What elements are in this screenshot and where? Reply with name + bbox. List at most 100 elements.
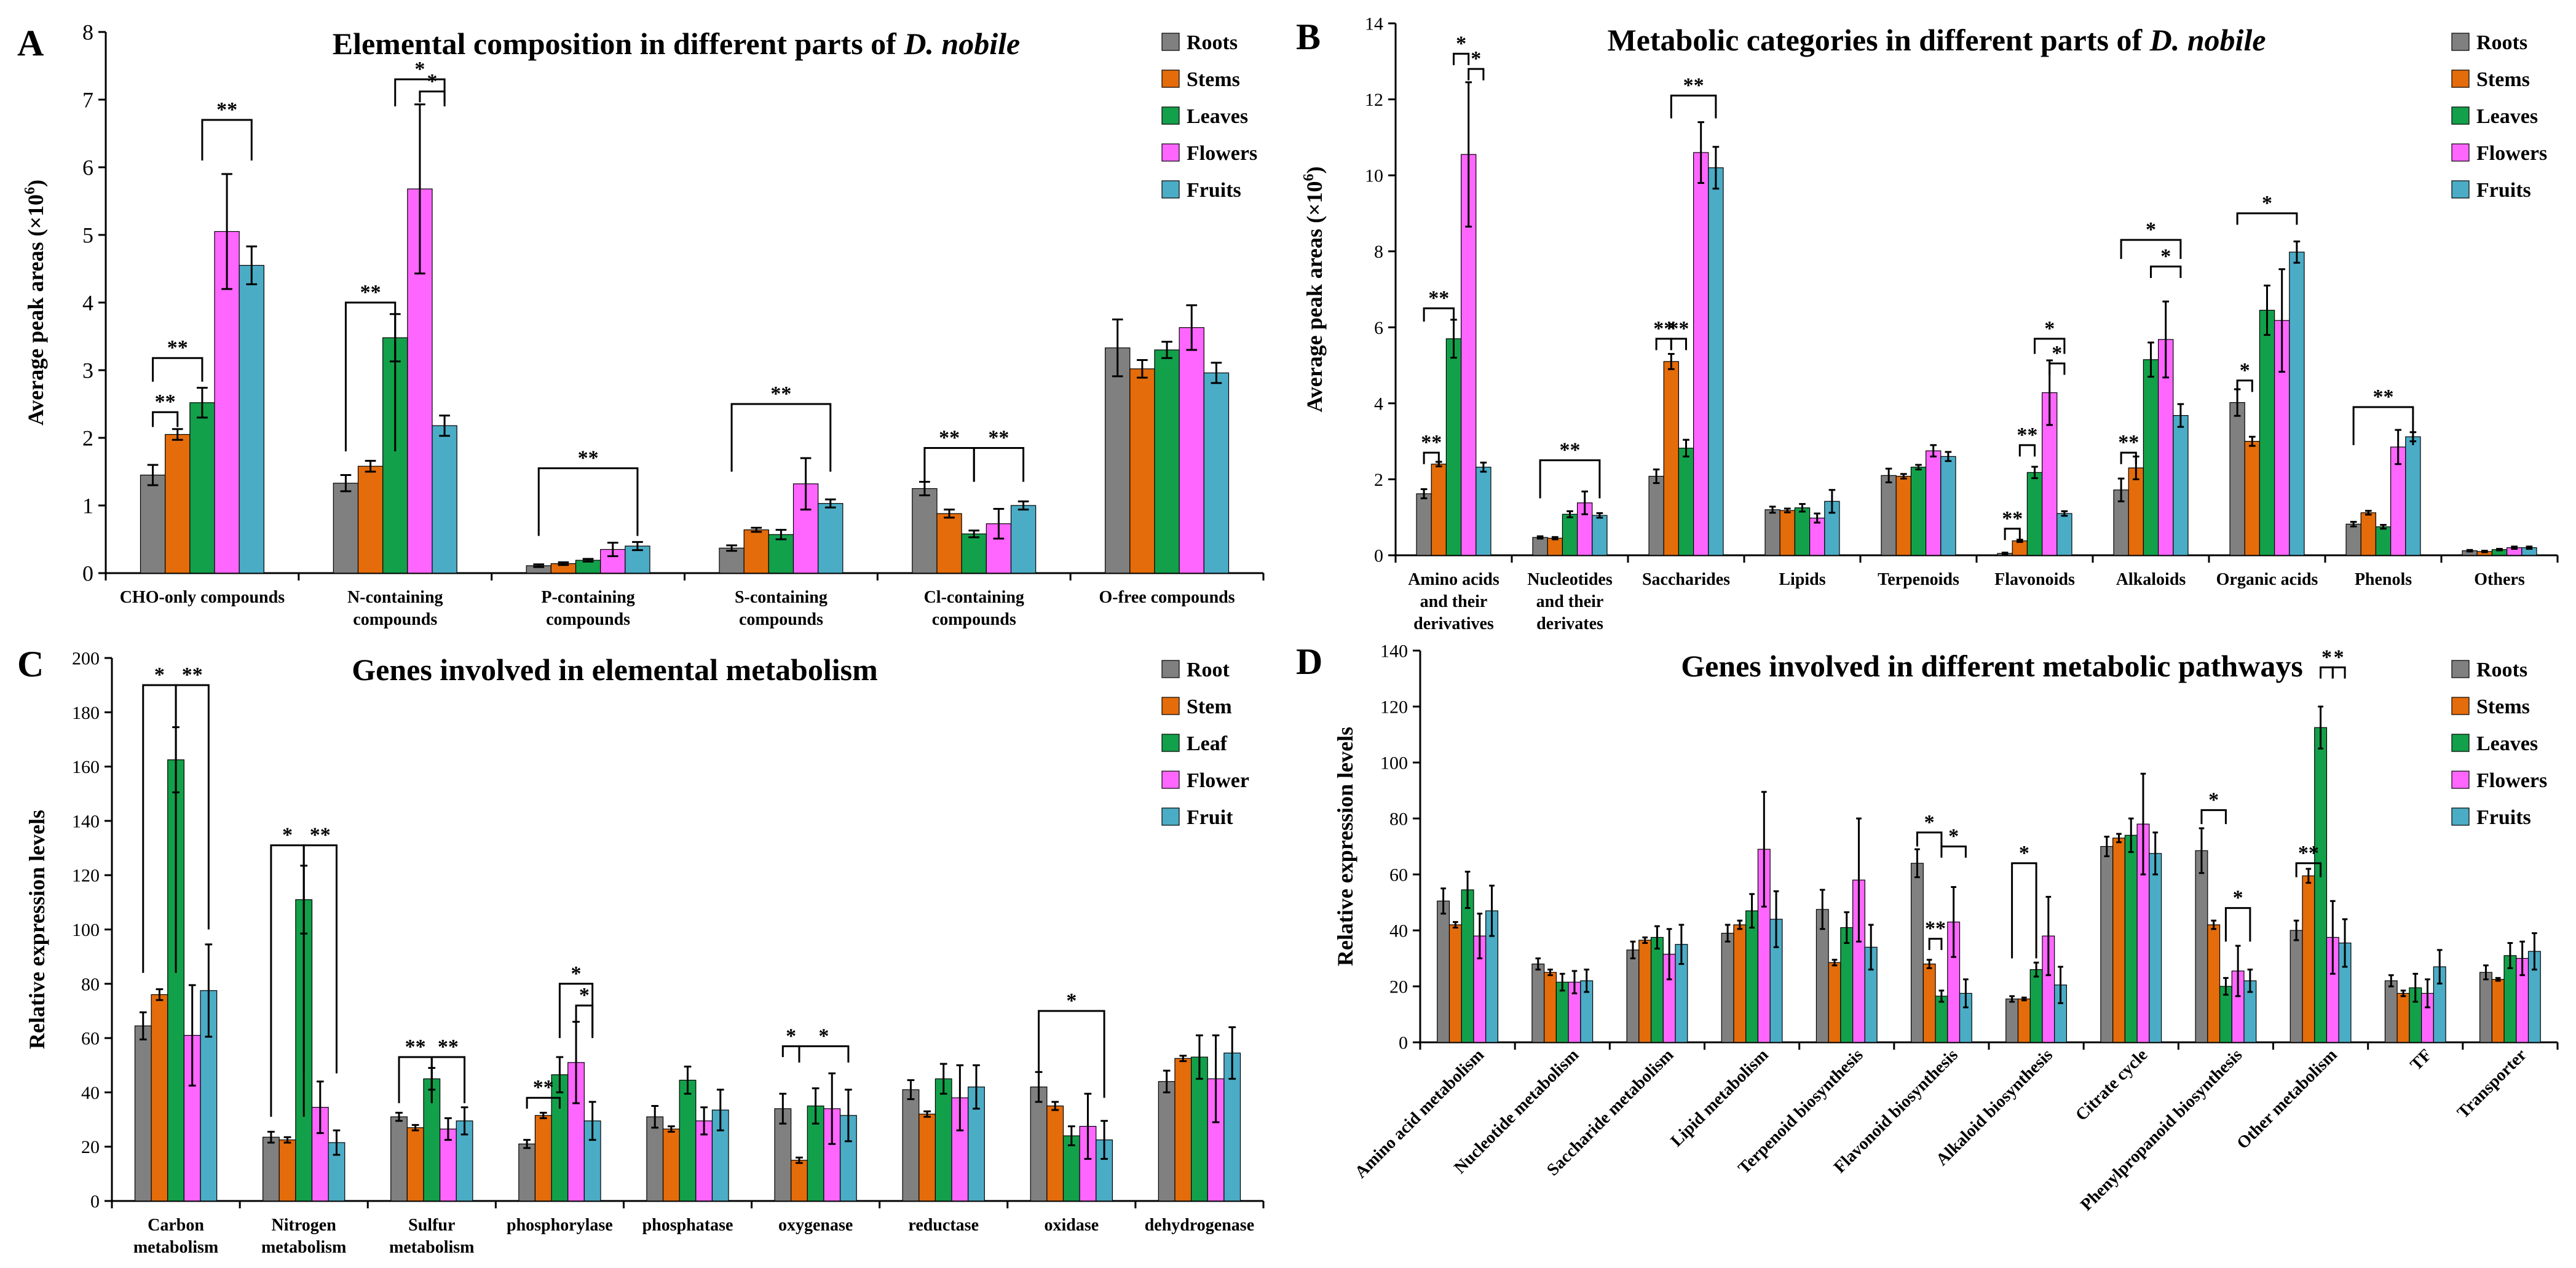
bar-stem: [919, 1114, 936, 1202]
bar-roots: [912, 488, 938, 574]
y-axis-label: Relative expression levels: [25, 810, 49, 1049]
bar-stems: [1431, 464, 1447, 556]
x-tick-label: Others: [2474, 570, 2525, 589]
x-tick-label: Lipids: [1779, 570, 1825, 589]
bar-stem: [1174, 1058, 1192, 1202]
significance-bracket: [2150, 265, 2182, 278]
x-tick-label: Amino acids: [1408, 570, 1499, 589]
legend-label-stems: Stems: [2476, 695, 2530, 718]
significance-bracket: [152, 357, 203, 382]
bar-roots: [2345, 523, 2361, 556]
significance-label: *: [1456, 32, 1466, 55]
bar-stems: [1895, 475, 1912, 556]
bar-leaves: [1935, 996, 1948, 1043]
significance-label: *: [427, 70, 438, 93]
y-tick-label: 140: [72, 811, 100, 831]
significance-bracket: [923, 447, 975, 482]
bar-roots: [2290, 930, 2303, 1043]
significance-bracket: [537, 467, 639, 536]
bar-flowers: [1925, 450, 1942, 556]
legend-label-flowers: Flowers: [2476, 142, 2547, 165]
significance-bracket: [730, 403, 832, 472]
bar-leaf: [934, 1078, 952, 1202]
x-tick-label: Nitrogen: [272, 1216, 337, 1235]
x-tick-label: compounds: [546, 610, 630, 629]
significance-label: **: [1668, 317, 1689, 340]
legend-label-leaves: Leaves: [2476, 732, 2538, 755]
significance-bracket: [973, 447, 1025, 482]
bar-flowers: [2390, 446, 2406, 556]
significance-bracket: [1453, 52, 1470, 65]
legend-swatch-leaf: [1161, 734, 1180, 752]
bar-stems: [2244, 441, 2261, 556]
legend-label-root: Root: [1187, 659, 1230, 681]
x-tick-label: N-containing: [347, 588, 443, 607]
legend-label-roots: Roots: [1187, 31, 1238, 54]
significance-label: *: [414, 58, 425, 81]
bar-roots: [333, 483, 359, 574]
significance-bracket: [2018, 444, 2036, 457]
significance-label: *: [571, 962, 582, 985]
legend-swatch-stems: [2451, 697, 2470, 715]
significance-bracket: [2120, 451, 2137, 464]
y-tick-label: 6: [1374, 318, 1383, 338]
bar-fruits: [818, 503, 844, 574]
bar-leaves: [961, 533, 987, 574]
bar-roots: [1531, 963, 1545, 1043]
significance-label: **: [2017, 424, 2037, 446]
x-tick-label: Sulfur: [408, 1216, 455, 1235]
y-tick-label: 3: [82, 359, 93, 383]
bar-leaf: [551, 1074, 569, 1202]
bar-roots: [1105, 347, 1131, 574]
y-tick-label: 8: [82, 20, 93, 45]
bar-stems: [357, 466, 384, 574]
y-tick-label: 80: [1389, 809, 1408, 830]
significance-bracket: [575, 1004, 594, 1036]
legend-label-stem: Stem: [1187, 695, 1232, 718]
legend-label-fruits: Fruits: [1187, 179, 1241, 202]
x-tick-label: derivatives: [1413, 614, 1494, 633]
y-tick-label: 0: [82, 561, 93, 586]
significance-label: **: [2373, 386, 2394, 408]
y-tick-label: 20: [81, 1137, 100, 1157]
legend-swatch-stems: [2451, 69, 2470, 88]
x-tick-label: dehydrogenase: [1145, 1216, 1254, 1235]
x-tick-label: Cl-containing: [924, 588, 1024, 607]
panel-b: B Metabolic categories in different parts…: [1296, 14, 2559, 633]
significance-label: **: [939, 427, 960, 450]
legend-swatch-stem: [1161, 697, 1180, 715]
x-tick-label: Other metabolism: [2234, 1045, 2341, 1153]
bar-stem: [1046, 1105, 1064, 1202]
y-axis-label: Average peak areas (×106): [1301, 166, 1327, 412]
panel-label-d: D: [1296, 641, 1322, 682]
significance-label: *: [2044, 317, 2055, 340]
significance-label: **: [533, 1076, 554, 1099]
bar-fruits: [1476, 467, 1491, 556]
significance-label: **: [216, 98, 237, 121]
bar-stems: [2207, 924, 2221, 1043]
significance-label: *: [818, 1024, 829, 1047]
bar-leaves: [1445, 338, 1462, 556]
bar-roots: [1532, 537, 1548, 556]
bar-roots: [1437, 900, 1450, 1043]
significance-bracket: [2320, 666, 2334, 679]
legend-label-fruit: Fruit: [1187, 806, 1233, 829]
x-tick-label: P-containing: [541, 588, 634, 607]
bar-leaves: [2259, 309, 2275, 556]
y-tick-label: 120: [1380, 697, 1408, 718]
legend-swatch-fruits: [1161, 180, 1180, 199]
bar-stems: [1129, 368, 1155, 574]
bar-stems: [1779, 510, 1796, 556]
legend-swatch-roots: [1161, 33, 1180, 51]
bar-stems: [2128, 467, 2144, 556]
bar-leaves: [2314, 727, 2328, 1043]
y-tick-label: 60: [1389, 865, 1408, 886]
bar-roots: [140, 474, 166, 574]
significance-bracket: [1940, 846, 1967, 858]
bar-fruit: [839, 1115, 857, 1202]
x-tick-label: compounds: [932, 610, 1016, 629]
legend-label-stems: Stems: [1187, 68, 1240, 91]
bar-stems: [2302, 875, 2315, 1043]
y-tick-label: 200: [72, 649, 100, 669]
y-tick-label: 120: [72, 866, 100, 886]
